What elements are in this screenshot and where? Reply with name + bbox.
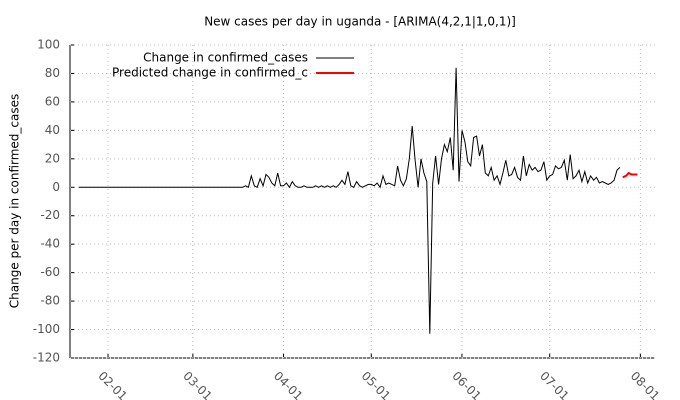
y-tick-label: -40: [40, 237, 60, 251]
y-tick-label: -80: [40, 294, 60, 308]
y-tick-label: -120: [33, 351, 60, 365]
series-line: [78, 67, 621, 334]
y-tick-label: 40: [45, 123, 60, 137]
x-tick-label: 07-01: [537, 369, 572, 400]
y-tick-label: -60: [40, 265, 60, 279]
y-axis-label: Change per day in confirmed_cases: [8, 94, 22, 309]
x-tick-label: 08-01: [628, 369, 663, 400]
y-tick-label: -20: [40, 208, 60, 222]
y-tick-label: 0: [52, 180, 60, 194]
legend-label: Predicted change in confirmed_c: [112, 66, 308, 80]
y-tick-label: 100: [37, 38, 60, 52]
y-tick-label: 20: [45, 151, 60, 165]
x-tick-label: 04-01: [271, 369, 306, 400]
x-tick-label: 03-01: [180, 369, 215, 400]
chart-title: New cases per day in uganda - [ARIMA(4,2…: [204, 15, 516, 29]
series-line: [622, 171, 638, 179]
x-tick-label: 02-01: [95, 369, 130, 400]
legend-label: Change in confirmed_cases: [143, 51, 308, 65]
x-tick-label: 05-01: [359, 369, 394, 400]
y-tick-label: 80: [45, 66, 60, 80]
y-tick-label: 60: [45, 94, 60, 108]
x-tick-label: 06-01: [449, 369, 484, 400]
y-tick-label: -100: [33, 322, 60, 336]
